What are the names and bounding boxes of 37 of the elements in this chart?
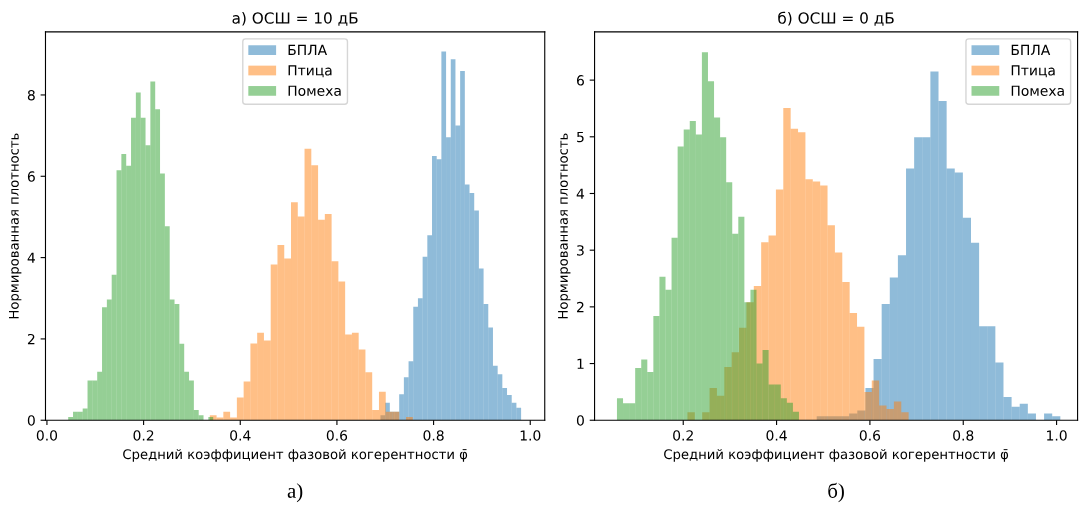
chart-title: б) ОСШ = 0 дБ (778, 11, 894, 26)
y-tick-label: 3 (577, 245, 584, 256)
y-tick-label: 6 (27, 171, 35, 182)
x-tick-label: 0.2 (133, 430, 154, 441)
x-tick-label: 0.8 (953, 430, 974, 441)
y-tick-label: 0 (27, 415, 35, 426)
y-tick-label: 0 (576, 415, 584, 426)
text: б) (828, 482, 844, 503)
y-axis-title: Нормированная плотность (9, 133, 22, 319)
x-tick-label: 1.0 (520, 430, 541, 441)
text: а) (287, 483, 303, 503)
legend-label: Птица (288, 65, 332, 78)
y-tick-label: 4 (576, 188, 585, 199)
x-axis-title: Средний коэффициент фазовой когерентности φ̄ (123, 449, 468, 462)
x-tick-label: 0.8 (423, 430, 444, 441)
chart-title: а) ОСШ = 10 дБ (232, 12, 358, 26)
legend-label: Помеха (288, 85, 341, 96)
y-tick-label: 2 (577, 301, 584, 313)
y-tick-label: 4 (27, 252, 35, 263)
x-tick-label: 0.6 (326, 430, 348, 441)
x-tick-label: 1.0 (1047, 430, 1067, 441)
x-tick-label: 0.6 (859, 430, 881, 441)
y-tick-label: 2 (27, 333, 35, 345)
legend-label: Птица (1011, 65, 1055, 78)
x-axis-title: Средний коэффициент фазовой когерентности φ̄ (664, 449, 1009, 462)
x-tick-label: 0.0 (36, 430, 58, 441)
x-tick-label: 0.4 (230, 430, 251, 441)
x-tick-label: 0.4 (766, 430, 787, 441)
legend-label: БПЛА (288, 44, 328, 55)
y-tick-label: 8 (27, 89, 35, 101)
y-tick-label: 1 (577, 358, 584, 369)
x-tick-label: 0.2 (673, 430, 693, 441)
legend-label: БПЛА (1011, 44, 1051, 55)
legend-label: Помеха (1011, 85, 1064, 96)
y-tick-label: 5 (577, 131, 584, 143)
y-tick-label: 6 (576, 75, 584, 86)
y-axis-title: Нормированная плотность (558, 133, 571, 319)
